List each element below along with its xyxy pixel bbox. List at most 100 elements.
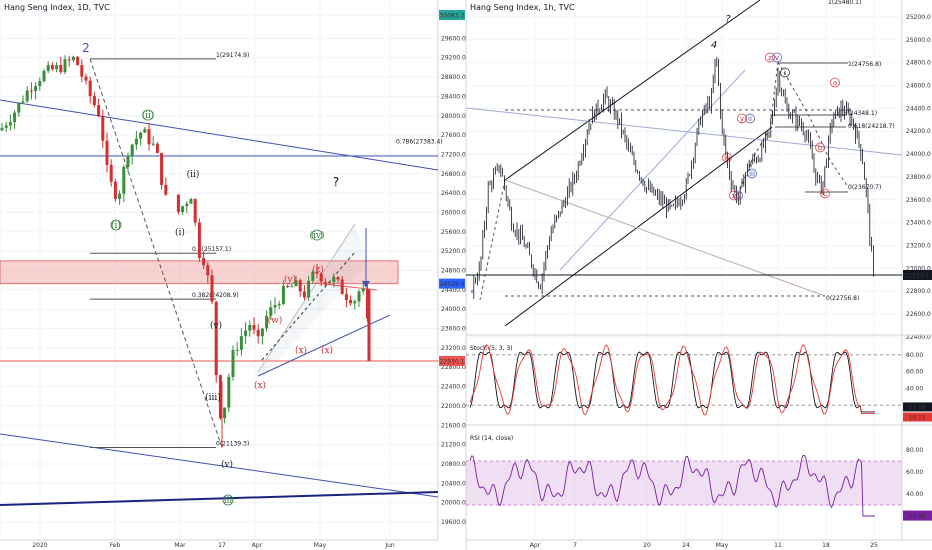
candle-body [88, 80, 92, 97]
candle-body [193, 199, 197, 223]
hourly-y-tick: 24200.0 [906, 128, 931, 135]
price-tag-label: 22930.1 [440, 358, 465, 365]
candle-body [235, 349, 239, 351]
daily-y-tick: 26000.0 [441, 209, 466, 216]
daily-y-tick: 26800.0 [441, 171, 466, 178]
candle-body [323, 281, 327, 284]
wave-label: x [732, 192, 736, 200]
daily-y-tick: 21200.0 [441, 442, 466, 449]
daily-candles [0, 55, 371, 448]
stoch-tag [903, 402, 932, 412]
stoch-y-tick: 80.00 [906, 352, 923, 359]
hourly-y-tick: 24600.0 [906, 83, 931, 90]
candle-body [17, 102, 21, 113]
wave-label-circle [780, 67, 790, 78]
candle-body [260, 328, 264, 337]
candle-body [84, 76, 88, 81]
daily-y-tick: 27200.0 [441, 151, 466, 158]
wave-label: y [740, 115, 744, 123]
candle-body [8, 122, 12, 126]
candle-body [97, 105, 101, 117]
candle-body [286, 286, 290, 288]
hourly-x-tick: Apr [530, 542, 541, 549]
daily-trendline [0, 99, 439, 171]
candle-body [332, 277, 336, 283]
candle-body [164, 184, 168, 195]
wave-label: iii [224, 496, 233, 506]
daily-y-tick: 27600.0 [441, 132, 466, 139]
candle-body [344, 294, 348, 301]
stoch-k-value: 11.38 [908, 404, 925, 411]
rsi-y-tick: 40.00 [906, 491, 923, 498]
hourly-fib-label: 1(25480.1) [828, 0, 861, 6]
hourly-y-tick: 24800.0 [906, 60, 931, 67]
wave-label-circle [222, 494, 234, 506]
daily-x-tick: May [314, 542, 327, 549]
wave-path-dashed [737, 61, 779, 196]
hourly-channel-upper [504, 0, 761, 181]
candle-body [231, 350, 235, 377]
wave-label-circle [830, 77, 840, 88]
candle-body [367, 289, 371, 361]
hourly-y-tick: 23800.0 [906, 174, 931, 181]
candle-body [105, 140, 109, 165]
hourly-trendline [504, 179, 826, 297]
candle-body [223, 407, 227, 419]
wave-label: (v) [210, 320, 222, 331]
candle-body [340, 279, 344, 295]
hourly-channel-mid [559, 69, 746, 271]
daily-x-tick: 17 [218, 542, 226, 549]
wave-label: w [724, 154, 730, 162]
daily-x-tick: Mar [174, 542, 186, 549]
candle-body [281, 286, 285, 304]
candle-body [361, 288, 365, 292]
candle-body [349, 300, 353, 304]
rsi-tag [903, 510, 932, 521]
daily-y-tick: 29600.0 [441, 35, 466, 42]
candle-body [80, 65, 84, 77]
fib-level-label: 0.5(25157.1) [192, 246, 231, 253]
price-tag [439, 10, 465, 20]
candle-body [248, 325, 252, 331]
candle-body [139, 132, 143, 139]
daily-y-tick: 25600.0 [441, 229, 466, 236]
daily-y-tick: 24000.0 [441, 306, 466, 313]
daily-y-tick: 28000.0 [441, 113, 466, 120]
candle-body [202, 258, 206, 266]
hourly-y-tick: 24000.0 [906, 151, 931, 158]
rsi-value: 20.39 [908, 513, 925, 520]
wave-label-circle [737, 113, 747, 124]
hourly-x-tick: 11 [774, 542, 782, 549]
rsi-line [469, 455, 875, 517]
candle-body [63, 59, 67, 73]
daily-y-tick: 24800.0 [441, 268, 466, 275]
candle-body [13, 112, 17, 123]
daily-chart-title: Hang Seng Index, 1D, TVC [4, 3, 110, 12]
wave-label: (iii) [205, 392, 221, 403]
down-arrow-head [362, 281, 370, 288]
hourly-x-tick: 7 [573, 542, 577, 549]
hourly-fib-label: 0.5(24348.1) [838, 110, 877, 117]
wave-label-circle [815, 142, 825, 153]
candle-body [50, 65, 54, 70]
candle-body [244, 330, 248, 337]
candle-body [273, 305, 277, 308]
wave-label-circle [729, 190, 739, 201]
hourly-y-tick: 22400.0 [906, 334, 931, 341]
candle-body [319, 273, 323, 282]
daily-y-tick: 20000.0 [441, 500, 466, 507]
wave-label: ii [748, 115, 752, 123]
hourly-fib-label: 1(24756.8) [848, 61, 881, 68]
candle-body [143, 129, 147, 133]
daily-y-tick: 28400.0 [441, 93, 466, 100]
daily-trendline [0, 491, 439, 506]
daily-y-tick: 29200.0 [441, 55, 466, 62]
wave-label-circle [311, 229, 323, 241]
candle-body [336, 277, 340, 280]
price-tag-label: 30083.2 [440, 13, 465, 20]
wave-label-circle [142, 109, 154, 121]
daily-y-tick: 25200.0 [441, 248, 466, 255]
candle-body [46, 65, 50, 72]
wave-label: (x) [321, 345, 333, 356]
